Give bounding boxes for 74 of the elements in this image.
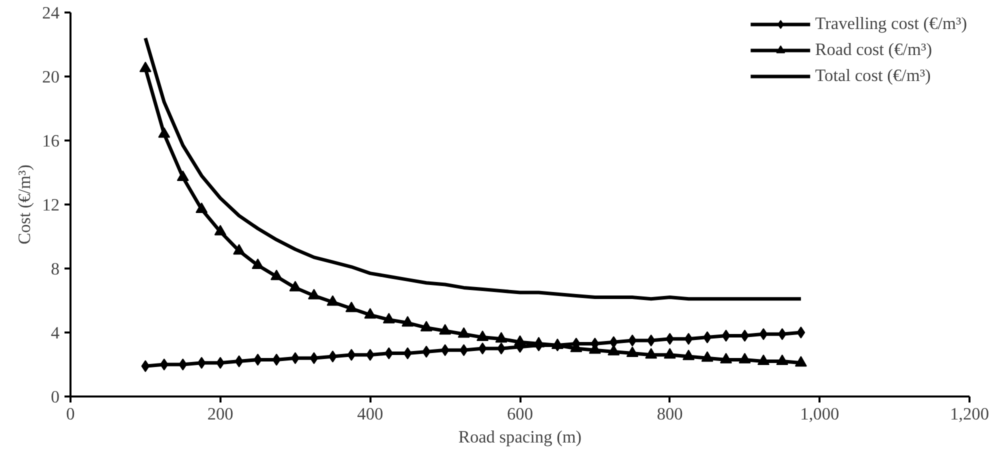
point [440, 344, 450, 356]
point [645, 348, 658, 359]
point [141, 360, 150, 372]
y-tick-label: 4 [50, 324, 60, 342]
point [738, 352, 751, 364]
x-tick-label: 200 [207, 404, 234, 424]
point [233, 244, 246, 255]
point [252, 258, 264, 269]
point [476, 330, 489, 341]
point [347, 348, 356, 361]
point [478, 342, 487, 354]
point [794, 356, 807, 367]
point [384, 347, 394, 360]
line-series [144, 36, 803, 301]
x-tick-label: 600 [507, 404, 534, 424]
point [234, 355, 244, 368]
point [439, 324, 452, 335]
point [626, 346, 638, 357]
point [497, 342, 506, 354]
legend-label: Road cost (€/m³) [815, 40, 932, 60]
point [420, 320, 432, 332]
point [495, 332, 508, 343]
point [720, 352, 732, 364]
point [158, 127, 170, 138]
point [796, 326, 806, 338]
x-tick-label: 0 [66, 404, 75, 424]
point [178, 358, 188, 370]
point [364, 308, 376, 319]
point [214, 224, 226, 236]
point [664, 348, 676, 359]
y-tick-label: 24 [42, 4, 60, 22]
y-tick-label: 12 [42, 196, 60, 214]
x-axis-title: Road spacing (m) [458, 428, 582, 446]
point [308, 288, 320, 300]
point [532, 336, 545, 348]
point [310, 352, 318, 364]
y-tick-label: 16 [42, 132, 60, 150]
x-tick-label: 1,000 [800, 404, 840, 424]
point [722, 330, 730, 342]
y-tick-label: 8 [50, 260, 60, 278]
point [759, 328, 768, 340]
point [701, 351, 714, 362]
point [458, 327, 470, 338]
point [196, 202, 208, 213]
x-tick-label: 400 [357, 404, 384, 424]
point [197, 356, 206, 369]
point [382, 312, 395, 324]
point [609, 336, 618, 348]
point [402, 316, 414, 327]
x-tick-label: 1,200 [950, 404, 990, 424]
point [403, 347, 412, 360]
point [646, 334, 656, 346]
point [684, 332, 693, 345]
point [176, 170, 189, 181]
point [160, 358, 168, 370]
legend-label: Total cost (€/m³) [815, 66, 931, 86]
point [270, 270, 283, 280]
legend-label: Travelling cost (€/m³) [815, 14, 967, 34]
point [328, 350, 337, 362]
point [628, 334, 637, 346]
point [776, 354, 788, 365]
point [289, 280, 302, 292]
y-tick-label: 0 [50, 388, 60, 406]
y-axis-title: Cost (€/m³) [15, 164, 34, 244]
x-tick-label: 800 [656, 404, 683, 424]
point [514, 335, 526, 346]
point [757, 354, 770, 365]
point [139, 62, 152, 72]
point [682, 350, 695, 360]
point [272, 354, 281, 366]
point [326, 295, 339, 306]
point [422, 346, 431, 358]
y-tick-label: 20 [42, 68, 60, 86]
point [345, 302, 358, 312]
